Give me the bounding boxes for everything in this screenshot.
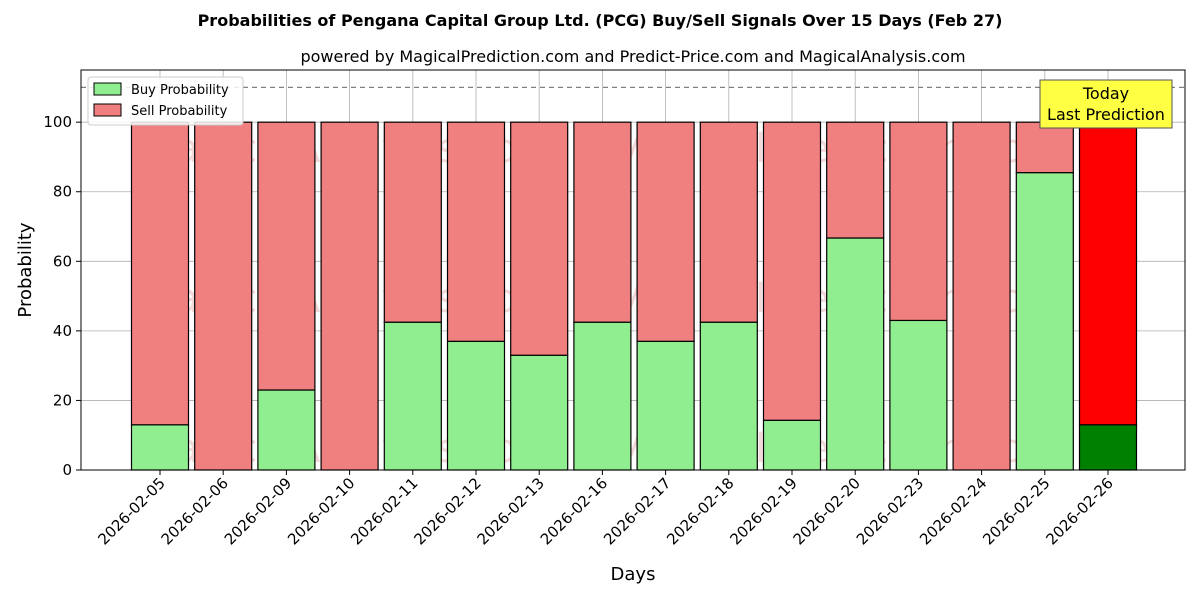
- bar-sell: [320, 121, 379, 471]
- chart-subtitle: powered by MagicalPrediction.com and Pre…: [300, 47, 965, 66]
- bar-sell: [1015, 121, 1074, 174]
- bar-sell: [762, 121, 822, 421]
- y-tick-label: 20: [53, 391, 72, 409]
- bar-buy: [130, 424, 190, 471]
- y-axis-label: Probability: [15, 222, 36, 317]
- bar-sell: [446, 121, 506, 342]
- y-tick-label: 0: [62, 461, 72, 479]
- bar-buy: [446, 340, 506, 471]
- y-tick-label: 40: [53, 322, 72, 340]
- bar-layer: [81, 86, 1185, 471]
- legend: Buy Probability Sell Probability: [87, 76, 244, 126]
- y-tick-label: 60: [53, 252, 72, 270]
- bar-buy: [383, 321, 442, 471]
- bar-sell: [194, 121, 253, 471]
- bar-sell: [889, 121, 948, 322]
- bar-buy: [762, 419, 822, 471]
- plot-frame: [80, 69, 1186, 471]
- bar-sell: [573, 121, 632, 323]
- x-axis-label: Days: [611, 564, 656, 585]
- bar-sell: [257, 121, 316, 391]
- bar-sell: [699, 121, 758, 323]
- bar-sell: [383, 121, 442, 323]
- bar-buy: [1078, 424, 1138, 471]
- bar-sell: [826, 121, 885, 239]
- legend-label-buy: Buy Probability: [131, 83, 229, 98]
- bar-buy: [573, 321, 632, 471]
- today-annotation-line1: Today: [1082, 84, 1129, 103]
- bar-buy: [699, 321, 758, 471]
- legend-swatch-sell: [93, 103, 122, 117]
- y-tick-label: 80: [53, 183, 72, 201]
- bar-sell: [1078, 121, 1138, 426]
- today-annotation-line2: Last Prediction: [1047, 105, 1165, 124]
- bar-buy: [1015, 172, 1074, 471]
- legend-label-sell: Sell Probability: [131, 104, 228, 119]
- legend-box: [87, 76, 244, 126]
- chart-title: Probabilities of Pengana Capital Group L…: [198, 11, 1003, 30]
- today-annotation-box: [1039, 79, 1173, 129]
- bar-buy: [889, 319, 948, 471]
- legend-swatch-buy: [93, 82, 122, 96]
- today-annotation: Today Last Prediction: [1039, 79, 1173, 129]
- bar-buy: [826, 237, 885, 471]
- bar-sell: [510, 121, 569, 356]
- bar-buy: [510, 354, 569, 471]
- bar-sell: [130, 121, 190, 426]
- y-tick-label: 100: [43, 113, 72, 131]
- bar-buy: [636, 340, 695, 471]
- bar-sell: [636, 121, 695, 342]
- bar-buy: [257, 389, 316, 471]
- bar-sell: [952, 121, 1011, 471]
